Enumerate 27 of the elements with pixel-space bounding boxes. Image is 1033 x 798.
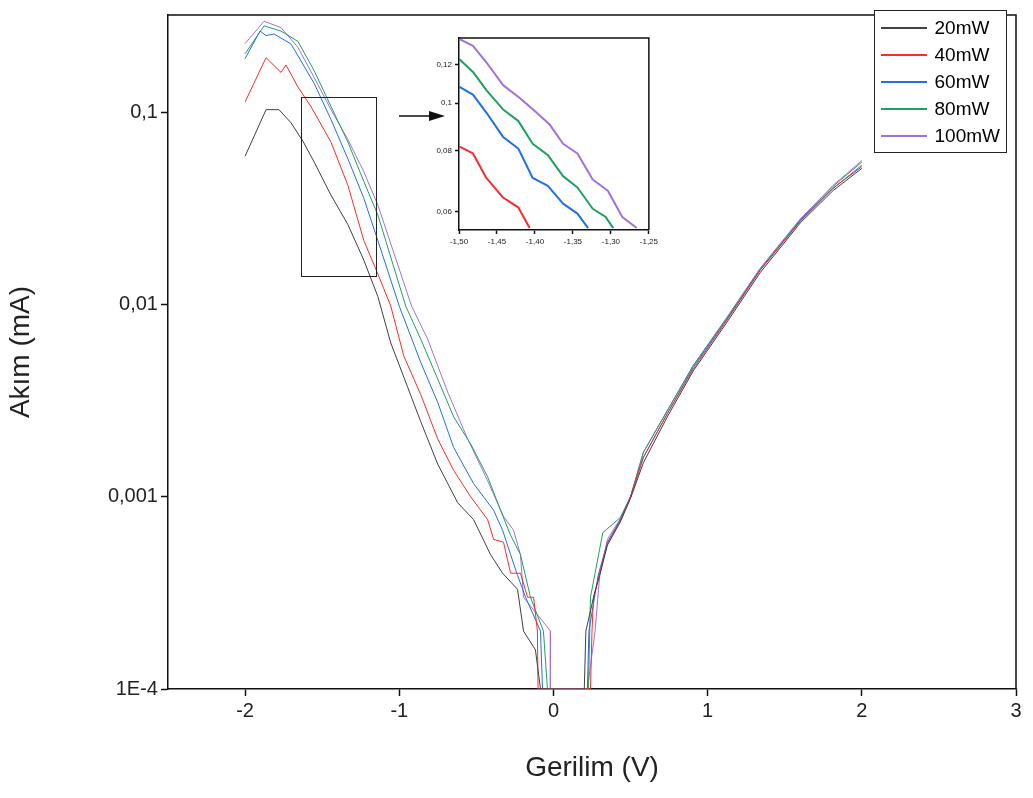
x-tick-label: 2 bbox=[856, 698, 868, 721]
x-tick-label: 0 bbox=[547, 698, 560, 721]
legend-label: 20mW bbox=[934, 16, 990, 39]
x-tick-label: 1 bbox=[702, 698, 714, 721]
x-tick-label: 3 bbox=[1010, 698, 1022, 721]
legend-label: 60mW bbox=[934, 70, 990, 93]
y-tick-label: 1E-4 bbox=[115, 676, 158, 699]
x-tick-label: -1,45 bbox=[487, 237, 507, 246]
y-tick-label: 0,1 bbox=[130, 99, 158, 122]
legend-label: 100mW bbox=[934, 124, 1000, 147]
legend-label: 80mW bbox=[934, 97, 990, 120]
x-tick-label: -1,30 bbox=[601, 237, 621, 246]
y-tick-label: 0,001 bbox=[107, 484, 158, 507]
y-tick-label: 0,1 bbox=[440, 98, 453, 108]
x-tick-label: -1,50 bbox=[449, 237, 469, 246]
legend-label: 40mW bbox=[934, 43, 990, 66]
x-tick-label: -1,40 bbox=[525, 237, 545, 246]
x-tick-label: -2 bbox=[236, 698, 254, 721]
y-tick-label: 0,08 bbox=[436, 145, 453, 155]
x-tick-label: -1 bbox=[390, 698, 409, 721]
y-tick-label: 0,12 bbox=[436, 59, 453, 69]
x-axis-title: Gerilim (V) bbox=[525, 750, 659, 782]
y-tick-label: 0,01 bbox=[119, 291, 158, 314]
x-tick-label: -1,35 bbox=[563, 237, 583, 246]
y-axis-title: Akım (mA) bbox=[3, 285, 35, 419]
x-tick-label: -1,25 bbox=[639, 237, 659, 246]
y-tick-label: 0,06 bbox=[436, 206, 453, 216]
